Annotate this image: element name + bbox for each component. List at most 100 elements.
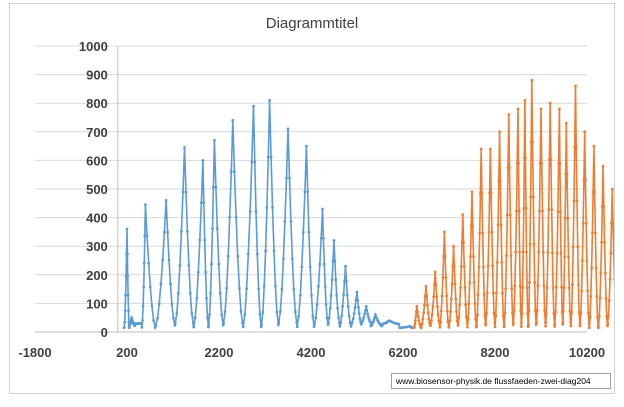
data-point (508, 166, 511, 170)
data-point (225, 286, 229, 290)
data-point (430, 319, 433, 323)
data-point (600, 240, 603, 244)
data-point (531, 195, 535, 199)
data-point (310, 294, 313, 297)
data-point (206, 316, 209, 320)
data-point (466, 318, 470, 321)
data-point (576, 245, 580, 249)
data-point (513, 284, 517, 288)
data-point (594, 266, 598, 270)
data-point (484, 321, 488, 325)
data-point (485, 311, 488, 315)
data-point (325, 316, 329, 320)
axis-layer (35, 46, 587, 333)
data-point (274, 284, 277, 288)
data-point (213, 139, 216, 142)
data-point (597, 315, 601, 318)
data-point (329, 294, 333, 297)
data-point (324, 303, 328, 306)
data-point (314, 316, 318, 320)
data-point (268, 98, 271, 102)
data-point (414, 315, 418, 318)
data-point (611, 221, 614, 225)
data-point (444, 276, 448, 279)
data-point (245, 287, 249, 291)
data-point (195, 297, 199, 300)
data-point (504, 287, 508, 290)
data-point (367, 315, 370, 319)
data-point (150, 304, 154, 308)
data-point (301, 230, 305, 234)
y-tick-label: 600 (86, 153, 108, 168)
data-point (234, 215, 238, 219)
data-point (127, 326, 131, 330)
data-point (183, 146, 186, 149)
data-point (499, 223, 503, 227)
data-point (558, 107, 561, 111)
data-point (363, 312, 367, 316)
data-point (352, 312, 356, 315)
data-point (505, 213, 509, 217)
data-point (308, 265, 312, 269)
data-point (553, 322, 557, 326)
data-point (305, 144, 308, 148)
data-point (317, 285, 320, 288)
data-point (246, 252, 250, 256)
data-point (266, 155, 270, 159)
data-point (300, 265, 304, 269)
data-point (164, 199, 168, 202)
data-point (537, 250, 541, 254)
data-point (178, 264, 182, 267)
data-point (282, 257, 285, 261)
data-point (574, 84, 577, 88)
data-point (476, 313, 479, 317)
series-line (413, 80, 614, 331)
data-point (161, 258, 165, 262)
data-point (326, 321, 330, 324)
data-point (434, 283, 438, 287)
footer-caption: www.biosensor-physik.de flussfaeden-zwei… (391, 373, 611, 389)
data-point (532, 242, 536, 246)
data-point (252, 104, 255, 108)
data-point (202, 201, 206, 205)
data-point (322, 262, 326, 266)
data-point (364, 304, 368, 308)
data-point (592, 144, 596, 148)
x-tick-label: 2200 (205, 345, 234, 360)
data-point (517, 161, 520, 165)
data-point (496, 223, 500, 227)
data-point (420, 322, 424, 325)
data-point (603, 271, 607, 275)
chart-title: Diagrammtitel (266, 15, 359, 32)
data-point (589, 295, 593, 298)
data-point (441, 276, 445, 279)
data-point (551, 251, 554, 255)
data-point (459, 265, 463, 268)
data-point (540, 161, 544, 165)
data-point (422, 311, 426, 315)
data-point (459, 286, 462, 289)
data-point (539, 107, 543, 111)
data-point (191, 322, 195, 325)
data-point (254, 210, 258, 213)
data-point (339, 321, 343, 325)
x-tick-label: -1800 (18, 345, 51, 360)
data-point (549, 158, 553, 162)
data-point (521, 286, 524, 289)
data-point (336, 307, 339, 310)
data-point (345, 293, 349, 297)
y-tick-label: 700 (86, 125, 108, 140)
data-point (471, 224, 475, 228)
x-tick-label: 4200 (297, 345, 326, 360)
data-point (426, 311, 430, 315)
data-point (485, 291, 489, 295)
data-point (578, 322, 582, 326)
y-tick-label: 100 (86, 296, 108, 311)
data-point (498, 130, 501, 134)
data-point (584, 179, 587, 182)
data-point (208, 313, 212, 316)
data-point (338, 324, 342, 328)
data-point (570, 310, 574, 314)
data-point (217, 262, 221, 266)
data-point (355, 290, 359, 294)
